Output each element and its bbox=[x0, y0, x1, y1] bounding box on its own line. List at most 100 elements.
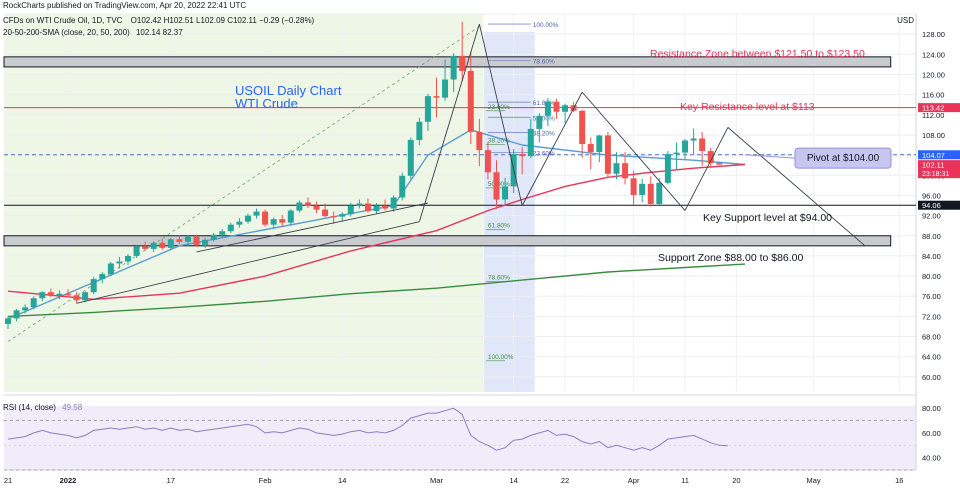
trendline bbox=[727, 127, 866, 247]
candle-body bbox=[202, 239, 209, 245]
y-tick-label: 128.00 bbox=[922, 30, 945, 39]
fib-label: 100.00% bbox=[533, 22, 559, 29]
fib-lower-label: 38.20% bbox=[488, 138, 510, 145]
candle-body bbox=[579, 110, 586, 145]
candle-body bbox=[159, 242, 166, 248]
candle-body bbox=[244, 215, 251, 222]
candle-body bbox=[613, 163, 620, 174]
sma-values: 102.14 82.37 bbox=[135, 28, 183, 37]
price-badge bbox=[918, 200, 960, 210]
zone-box bbox=[3, 235, 892, 247]
candle-body bbox=[339, 214, 346, 217]
candle-body bbox=[647, 183, 654, 205]
y-tick-label: 60.00 bbox=[922, 373, 941, 382]
y-tick-label: 120.00 bbox=[922, 70, 945, 79]
candle-body bbox=[73, 295, 80, 301]
candle-body bbox=[459, 55, 466, 71]
price-badge bbox=[918, 160, 960, 179]
y-tick-label: 92.00 bbox=[922, 212, 941, 221]
publisher-line: RockCharts published on TradingView.com,… bbox=[3, 1, 247, 10]
range-shade-green bbox=[4, 14, 484, 392]
candle-body bbox=[279, 219, 286, 223]
zone-box bbox=[3, 56, 892, 68]
pivot-label: Pivot at $104.00 bbox=[807, 153, 880, 164]
candle-body bbox=[176, 239, 183, 242]
candle-body bbox=[116, 261, 123, 264]
candle-body bbox=[47, 292, 54, 296]
candle-body bbox=[313, 205, 320, 210]
symbol-title: CFDs on WTI Crude Oil, 1D, TVC bbox=[3, 16, 123, 25]
resistance-zone-label: Resistance Zone between $121.50 to $123.… bbox=[650, 48, 865, 60]
y-tick-label: 68.00 bbox=[922, 333, 941, 342]
pivot-connector bbox=[744, 154, 796, 159]
candle-body bbox=[450, 55, 457, 80]
candle-body bbox=[519, 154, 526, 157]
candle-body bbox=[364, 203, 371, 212]
x-tick-label: Feb bbox=[259, 476, 272, 485]
x-tick-label: 14 bbox=[338, 476, 346, 485]
candle-body bbox=[373, 205, 380, 212]
candle-body bbox=[630, 178, 637, 195]
candle-body bbox=[39, 292, 46, 299]
rsi-legend: RSI (14, close) 49.58 bbox=[3, 403, 82, 412]
candle-body bbox=[30, 298, 37, 308]
candle-body bbox=[664, 154, 671, 183]
y-tick-label: 112.00 bbox=[922, 111, 944, 120]
support-level-label: Key Support level at $94.00 bbox=[703, 212, 832, 224]
candle-body bbox=[82, 292, 89, 301]
y-tick-label: 64.00 bbox=[922, 353, 941, 362]
candle-body bbox=[707, 151, 714, 164]
x-tick-label: 11 bbox=[681, 476, 689, 485]
candle-body bbox=[347, 205, 354, 215]
y-tick-label: 88.00 bbox=[922, 232, 941, 241]
candle-body bbox=[484, 150, 491, 173]
candle-body bbox=[536, 115, 543, 129]
candle-body bbox=[502, 186, 509, 200]
trendline bbox=[684, 127, 729, 211]
y-tick-label: 108.00 bbox=[922, 131, 945, 140]
rsi-y-tick-label: 40.00 bbox=[922, 454, 941, 463]
candle-body bbox=[424, 96, 431, 122]
candle-body bbox=[673, 152, 680, 155]
y-tick-label: 96.00 bbox=[922, 191, 941, 200]
candle-body bbox=[322, 209, 329, 217]
x-tick-label: 16 bbox=[895, 476, 903, 485]
fib-lower-label: 100.00% bbox=[488, 354, 514, 361]
candle-body bbox=[262, 211, 269, 225]
candle-body bbox=[682, 140, 689, 153]
rsi-y-tick-label: 80.00 bbox=[922, 404, 941, 413]
y-tick-label: 76.00 bbox=[922, 292, 941, 301]
price-badge-text: 94.06 bbox=[922, 201, 941, 210]
candle-body bbox=[210, 234, 217, 240]
trendline bbox=[196, 202, 429, 253]
rsi-y-tick-label: 60.00 bbox=[922, 429, 941, 438]
resistance-level-label: Key Resistance level at $113 bbox=[680, 101, 815, 113]
chart-subtitle: WTI Crude bbox=[235, 96, 298, 111]
y-tick-label: 72.00 bbox=[922, 312, 941, 321]
candle-body bbox=[150, 242, 157, 249]
trendline bbox=[76, 221, 420, 304]
candle-body bbox=[382, 205, 389, 209]
y-tick-label: 80.00 bbox=[922, 272, 941, 281]
candle-body bbox=[716, 163, 723, 165]
trendline bbox=[581, 91, 686, 211]
x-tick-label: Apr bbox=[628, 476, 640, 485]
x-tick-label: 22 bbox=[561, 476, 569, 485]
x-tick-label: Mar bbox=[430, 476, 443, 485]
candle-body bbox=[253, 211, 260, 216]
fib-lower-label: 61.80% bbox=[488, 223, 510, 230]
candle-body bbox=[13, 310, 20, 319]
candle-body bbox=[604, 135, 611, 174]
candle-body bbox=[690, 138, 697, 141]
x-tick-label: 14 bbox=[509, 476, 517, 485]
price-badge-text: 102.11 bbox=[922, 161, 944, 170]
candle-body bbox=[133, 246, 140, 256]
candle-body bbox=[304, 202, 311, 206]
rsi-band-shade bbox=[4, 406, 916, 470]
candle-body bbox=[493, 172, 500, 200]
dashed-trendline bbox=[7, 26, 480, 342]
candle-body bbox=[544, 101, 551, 116]
candle-body bbox=[270, 219, 277, 225]
